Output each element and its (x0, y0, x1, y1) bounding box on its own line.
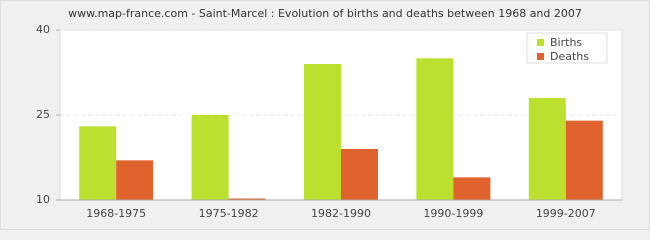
bar (565, 120, 603, 200)
bar (341, 149, 378, 200)
y-tick-label: 25 (36, 108, 50, 121)
legend-label: Births (550, 36, 582, 49)
legend-swatch (537, 53, 544, 60)
chart: www.map-france.com - Saint-Marcel : Evol… (0, 0, 650, 230)
legend-swatch (537, 39, 544, 46)
y-tick-label: 40 (36, 23, 50, 36)
bar (304, 64, 341, 200)
bar (228, 198, 266, 200)
x-tick-label: 1975-1982 (199, 207, 259, 220)
x-tick-label: 1999-2007 (536, 207, 596, 220)
bar (416, 58, 454, 201)
x-tick-label: 1982-1990 (311, 207, 371, 220)
bar (116, 160, 154, 200)
page: {"chart_data": {"type": "bar", "title": … (0, 0, 650, 230)
bar (528, 98, 566, 200)
y-tick-label: 10 (36, 193, 50, 206)
bar (191, 115, 229, 200)
chart-title: www.map-france.com - Saint-Marcel : Evol… (68, 7, 582, 20)
legend-label: Deaths (550, 50, 589, 63)
x-tick-label: 1968-1975 (86, 207, 146, 220)
bar (453, 177, 491, 200)
x-tick-label: 1990-1999 (423, 207, 483, 220)
bar (79, 126, 117, 200)
